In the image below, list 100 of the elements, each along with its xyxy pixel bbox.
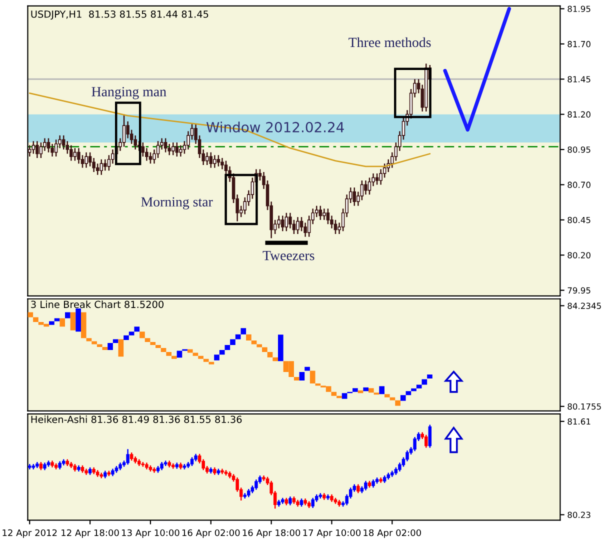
candlestick [179,144,182,158]
annotation: Hanging man [92,87,166,100]
bar [208,362,214,364]
bar [92,341,97,344]
annotation: Morning star [141,197,213,210]
x-tick-label: 16 Apr 18:00 [242,529,300,538]
candlestick [364,480,368,491]
bar [192,352,198,356]
bar [395,400,400,406]
chart-title: USDJPY,H1 81.53 81.55 81.44 81.45 [31,10,208,20]
bar [65,312,70,318]
y-tick-label: 81.20 [568,111,590,118]
bar [342,393,348,399]
bar [219,350,225,355]
bar [352,388,358,392]
y-tick-label: 80.1755 [568,403,601,410]
bar [294,377,300,380]
candlestick [209,152,213,168]
bar [272,357,278,362]
candlestick [352,186,356,206]
bar [251,340,257,344]
x-tick-label: 13 Apr 10:00 [122,529,180,538]
bar [49,321,54,325]
bar [176,350,182,358]
bar [150,342,156,346]
bar [427,374,432,378]
candlestick [100,158,104,176]
y-tick-label: 80.23 [568,512,590,518]
bar [416,384,422,388]
bar [278,334,284,362]
x-tick-label: 12 Apr 18:00 [62,529,119,538]
bar [118,339,124,357]
candlestick [36,140,39,159]
bar [70,312,76,330]
candlestick [28,144,32,158]
bar [76,308,81,332]
bar [187,349,193,353]
x-tick-label: 18 Apr 02:00 [364,529,421,538]
bar [363,387,369,392]
bar [96,344,102,347]
candlestick [126,448,130,466]
candlestick [428,424,432,448]
bar [198,356,204,359]
candlestick [318,205,322,221]
y-tick-label: 84.2345 [568,302,601,309]
candlestick [84,152,88,168]
x-tick-label: 17 Apr 10:00 [303,529,361,538]
candlestick [148,152,152,164]
candlestick [281,215,284,232]
bar [235,334,241,340]
y-tick-label: 81.95 [568,6,590,12]
y-tick-label: 80.45 [568,216,590,224]
bar [379,386,384,394]
candlestick [73,147,77,162]
candlestick [171,142,175,156]
chart-title: 3 Line Break Chart 81.5200 [31,300,164,308]
bar [140,332,145,338]
bar [172,356,177,359]
y-tick-label: 81.70 [568,40,590,48]
bar [112,339,118,344]
candlestick [205,152,209,166]
candlestick [296,216,300,235]
bar [390,397,396,400]
bar [160,348,166,352]
bar [310,370,316,384]
bar [203,358,209,362]
candlestick [368,177,372,196]
bar [336,396,342,398]
bar [299,372,305,380]
y-tick-label: 80.20 [568,252,590,258]
candlestick [213,154,216,168]
candlestick [311,497,314,509]
candlestick [54,139,58,158]
annotation: Three methods [348,37,431,48]
candlestick [164,138,168,153]
candlestick [326,208,330,225]
x-tick-label: 16 Apr 02:00 [182,529,240,538]
bar [80,312,86,338]
bar [411,388,416,392]
chart-title: Heiken-Ashi 81.36 81.49 81.36 81.55 81.36 [31,416,242,424]
candlestick [70,144,73,162]
bar [102,346,108,350]
candlestick [104,158,107,172]
x-tick-label: 12 Apr 2012 [2,529,57,538]
bar [54,318,60,322]
bar [400,395,406,401]
candlestick [322,208,326,221]
bar [224,345,230,350]
bar [33,317,38,322]
y-tick-label: 80.70 [568,182,590,188]
y-tick-label: 81.61 [568,418,590,425]
candlestick [122,114,126,148]
bar [384,394,390,398]
bar [246,334,252,341]
bar [230,339,236,346]
candlestick [424,434,428,448]
bar [124,335,129,340]
y-tick-label: 80.95 [568,146,590,153]
bar [267,352,273,358]
bar [240,328,246,334]
